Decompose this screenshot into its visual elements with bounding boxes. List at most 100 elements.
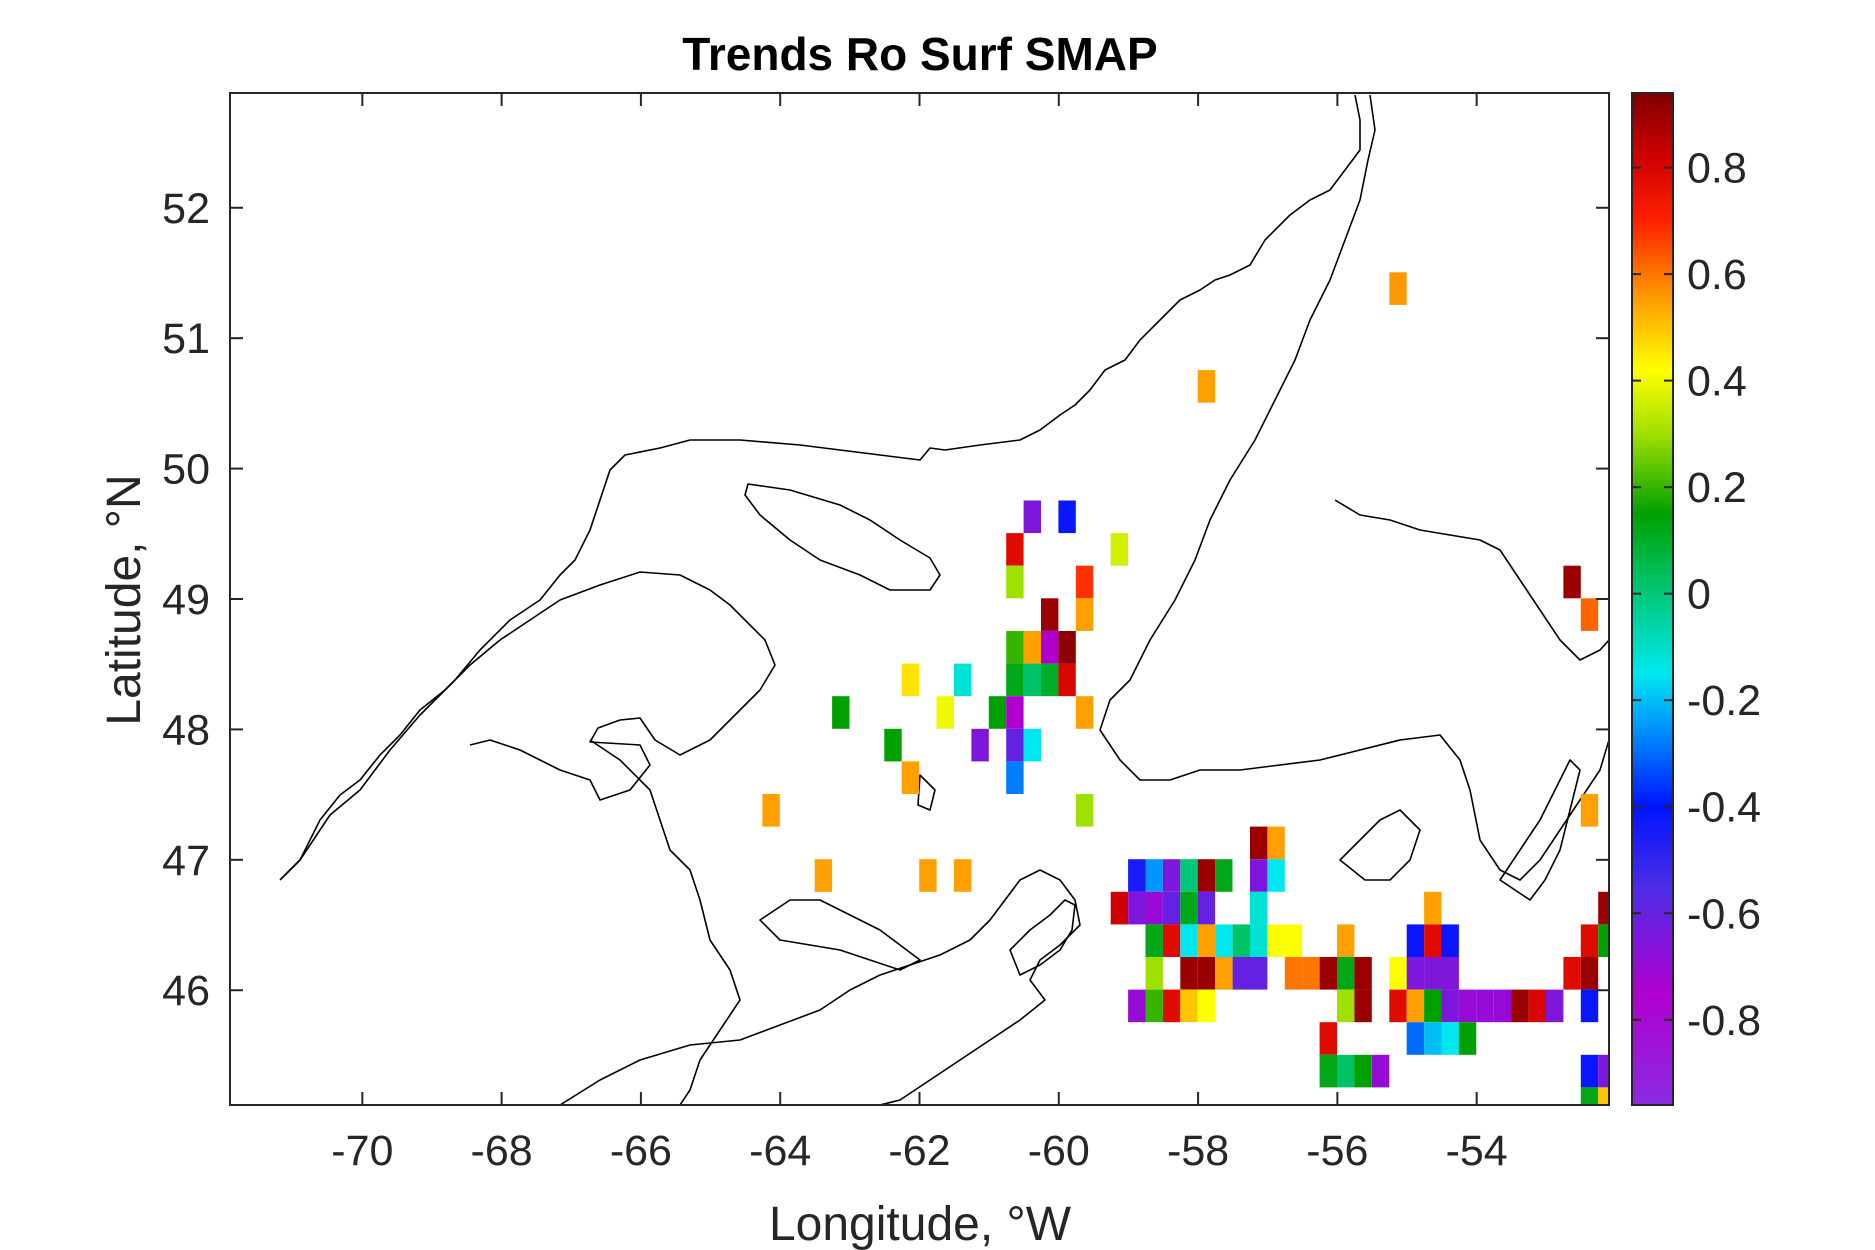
colorbar-tick-label: -0.2 bbox=[1687, 677, 1761, 725]
heatmap-cell bbox=[1197, 891, 1216, 925]
heatmap-cell bbox=[1337, 989, 1355, 1023]
heatmap-cell bbox=[1006, 533, 1024, 566]
heatmap-cell bbox=[1319, 1022, 1337, 1055]
heatmap-cell bbox=[1145, 859, 1163, 892]
heatmap-cell bbox=[1580, 598, 1599, 631]
heatmap-cell bbox=[1598, 924, 1609, 957]
heatmap-cell bbox=[1267, 826, 1285, 860]
heatmap-cell bbox=[1145, 989, 1163, 1023]
x-axis-ticks: -70 -68 -66 -64 -62 -60 -58 -56 -54 bbox=[331, 93, 1508, 1175]
heatmap-cell bbox=[1354, 1054, 1372, 1088]
y-tick-label: 51 bbox=[162, 315, 210, 363]
heatmap-cell bbox=[1075, 794, 1094, 827]
heatmap-cell bbox=[1389, 272, 1407, 305]
heatmap-cell bbox=[1197, 924, 1216, 957]
heatmap-cell bbox=[1215, 859, 1233, 892]
heatmap-cell bbox=[1511, 989, 1529, 1023]
heatmap-cell bbox=[1232, 924, 1250, 957]
colorbar-tick-label: 0.8 bbox=[1687, 145, 1747, 193]
heatmap-cell bbox=[971, 728, 989, 762]
heatmap-cell bbox=[1406, 957, 1425, 990]
x-tick-label: -58 bbox=[1167, 1127, 1229, 1175]
y-axis-ticks: 46 47 48 49 50 51 52 bbox=[162, 185, 1609, 1015]
heatmap-cell bbox=[1250, 891, 1268, 925]
heatmap-cell bbox=[1075, 598, 1094, 631]
heatmap-cell bbox=[1180, 989, 1198, 1023]
heatmap-cells bbox=[762, 272, 1609, 1105]
heatmap-cell bbox=[1441, 957, 1459, 990]
heatmap-cell bbox=[1180, 957, 1198, 990]
heatmap-cell bbox=[1162, 859, 1181, 892]
heatmap-cell bbox=[1006, 663, 1024, 697]
coastline-cape-breton bbox=[1009, 899, 1076, 976]
heatmap-cell bbox=[1250, 859, 1268, 892]
heatmap-cell bbox=[1580, 1054, 1599, 1088]
heatmap-cell bbox=[1162, 891, 1181, 925]
coastline-burin bbox=[1339, 809, 1421, 881]
x-axis-label: Longitude, °W bbox=[769, 1198, 1072, 1250]
x-tick-label: -64 bbox=[749, 1127, 811, 1175]
heatmap-cell bbox=[1162, 989, 1181, 1023]
heatmap-cell bbox=[1180, 924, 1198, 957]
heatmap-cell bbox=[1389, 957, 1407, 990]
heatmap-cell bbox=[1058, 500, 1076, 534]
heatmap-cell bbox=[1110, 533, 1129, 566]
heatmap-cell bbox=[1337, 957, 1355, 990]
heatmap-cell bbox=[1319, 1054, 1337, 1088]
x-tick-label: -68 bbox=[471, 1127, 533, 1175]
colorbar-ticks: 0.8 0.6 0.4 0.2 0 -0.2 -0.4 -0.6 -0.8 bbox=[1632, 145, 1761, 1045]
y-tick-label: 47 bbox=[162, 837, 210, 885]
heatmap-cell bbox=[1563, 565, 1581, 599]
heatmap-cell bbox=[1250, 924, 1268, 957]
heatmap-cell bbox=[1197, 370, 1216, 403]
heatmap-cell bbox=[1319, 957, 1337, 990]
heatmap-cell bbox=[1128, 891, 1146, 925]
heatmap-cell bbox=[1180, 891, 1198, 925]
heatmap-cell bbox=[1354, 957, 1372, 990]
heatmap-cell bbox=[1563, 957, 1581, 990]
x-tick-label: -56 bbox=[1306, 1127, 1368, 1175]
heatmap-cell bbox=[954, 859, 972, 892]
heatmap-cell bbox=[1284, 924, 1303, 957]
coastline-pei bbox=[759, 899, 921, 971]
x-tick-label: -66 bbox=[610, 1127, 672, 1175]
y-tick-label: 48 bbox=[162, 706, 210, 754]
heatmap-cell bbox=[1250, 957, 1268, 990]
heatmap-cell bbox=[1058, 663, 1076, 697]
coastline-south-shore bbox=[284, 571, 776, 876]
coastline-magdalen bbox=[917, 774, 936, 811]
heatmap-cell bbox=[1528, 989, 1546, 1023]
heatmap-cell bbox=[1389, 989, 1407, 1023]
colorbar: 0.8 0.6 0.4 0.2 0 -0.2 -0.4 -0.6 -0.8 bbox=[1631, 92, 1761, 1106]
heatmap-cell bbox=[1598, 1087, 1609, 1105]
heatmap-cell bbox=[901, 663, 920, 697]
colorbar-tick-label: 0.2 bbox=[1687, 464, 1747, 512]
heatmap-cell bbox=[1215, 924, 1233, 957]
heatmap-cell bbox=[1424, 989, 1442, 1023]
heatmap-cell bbox=[1180, 859, 1198, 892]
colorbar-tick-label: -0.4 bbox=[1687, 784, 1761, 832]
heatmap-cell bbox=[1023, 631, 1041, 664]
x-tick-label: -54 bbox=[1446, 1127, 1508, 1175]
heatmap-cell bbox=[1406, 989, 1425, 1023]
x-tick-label: -60 bbox=[1028, 1127, 1090, 1175]
heatmap-cell bbox=[1267, 924, 1285, 957]
coastline-anticosti bbox=[744, 483, 941, 591]
heatmap-cell bbox=[814, 859, 833, 892]
heatmap-cell bbox=[1215, 957, 1233, 990]
colorbar-tick-label: -0.6 bbox=[1687, 890, 1761, 938]
heatmap-cell bbox=[1580, 1087, 1599, 1105]
heatmap-cell bbox=[1110, 891, 1129, 925]
heatmap-cell bbox=[1162, 924, 1181, 957]
heatmap-cell bbox=[832, 696, 850, 729]
heatmap-cell bbox=[1058, 631, 1076, 664]
heatmap-cell bbox=[1075, 565, 1094, 599]
heatmap-cell bbox=[1023, 500, 1041, 534]
heatmap-cell bbox=[1337, 1054, 1355, 1088]
colorbar-tick-label: 0 bbox=[1687, 571, 1711, 619]
heatmap-cell bbox=[1006, 565, 1024, 599]
chart-title: Trends Ro Surf SMAP bbox=[682, 28, 1157, 80]
heatmap-cell bbox=[1128, 989, 1146, 1023]
heatmap-cell bbox=[1145, 957, 1163, 990]
